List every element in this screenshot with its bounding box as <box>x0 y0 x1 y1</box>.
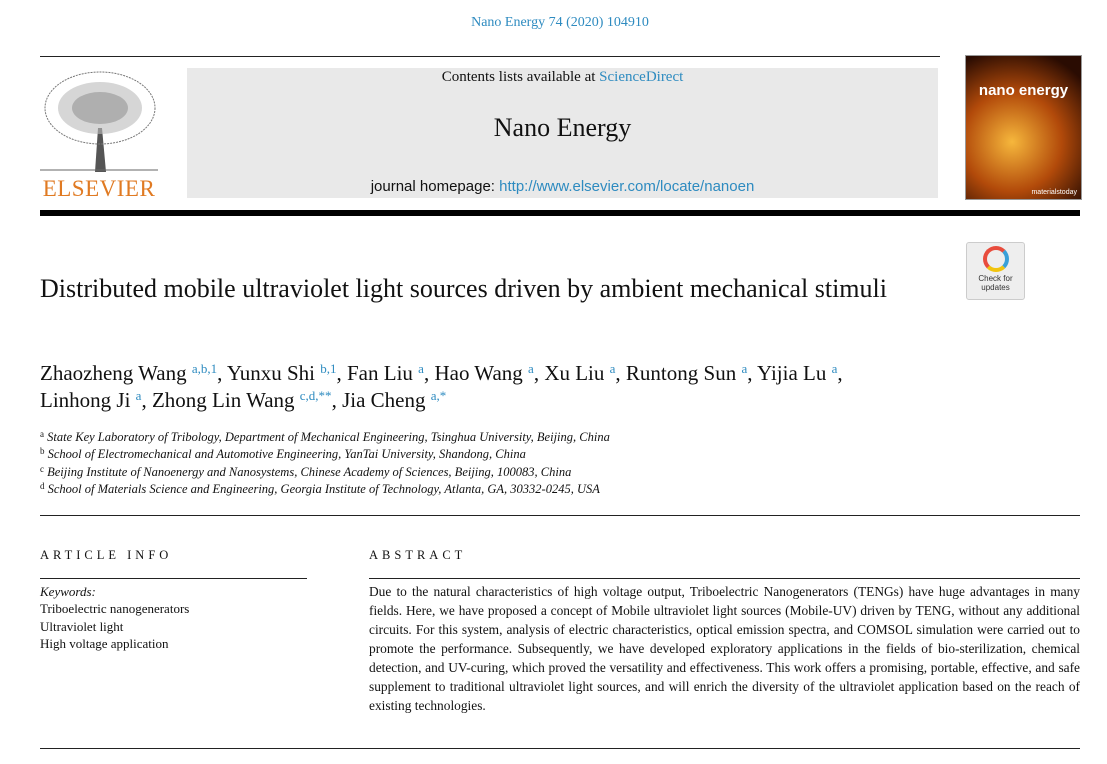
journal-cover[interactable]: nano energy materialstoday <box>965 55 1082 200</box>
affiliation-text: School of Materials Science and Engineer… <box>47 481 600 496</box>
tree-icon <box>40 71 158 172</box>
author[interactable]: Hao Wang a <box>434 361 533 385</box>
author-name: Fan Liu <box>347 361 413 385</box>
author-affiliation-marker[interactable]: c,d,** <box>299 388 332 403</box>
author-name: Zhaozheng Wang <box>40 361 187 385</box>
keyword: High voltage application <box>40 635 169 651</box>
author-affiliation-marker[interactable]: a <box>741 361 748 376</box>
affiliation-key: d <box>40 480 45 491</box>
author[interactable]: Xu Liu a <box>544 361 615 385</box>
author-name: Yijia Lu <box>756 361 827 385</box>
author[interactable]: Fan Liu a <box>347 361 424 385</box>
affiliation-text: State Key Laboratory of Tribology, Depar… <box>47 430 610 444</box>
author-name: Linhong Ji <box>40 388 131 412</box>
keyword: Ultraviolet light <box>40 618 124 634</box>
check-updates-icon <box>982 246 1009 272</box>
affiliation-key: a <box>40 429 44 439</box>
contents-text: Contents lists available at <box>441 69 600 85</box>
citation[interactable]: Nano Energy 74 (2020) 104910 <box>471 15 649 30</box>
author[interactable]: Yunxu Shi b,1 <box>227 361 337 385</box>
author[interactable]: Zhong Lin Wang c,d,** <box>152 388 332 412</box>
author-affiliation-marker[interactable]: a <box>831 361 838 376</box>
divider <box>40 578 307 579</box>
keywords: Keywords: Triboelectric nanogenerators U… <box>40 583 189 652</box>
affiliation-text: School of Electromechanical and Automoti… <box>47 447 526 462</box>
author[interactable]: Yijia Lu a <box>757 361 837 385</box>
divider <box>40 515 1080 516</box>
abstract-heading: ABSTRACT <box>369 548 467 562</box>
elsevier-logo[interactable]: ELSEVIER <box>40 68 158 202</box>
author-affiliation-marker[interactable]: a <box>418 361 424 376</box>
author[interactable]: Runtong Sun a <box>626 361 747 385</box>
author-affiliation-marker[interactable]: b,1 <box>320 361 337 376</box>
header-bar <box>40 210 1080 216</box>
cover-title: nano energy <box>978 82 1069 99</box>
homepage-link[interactable]: http://www.elsevier.com/locate/nanoen <box>499 178 755 195</box>
author-name: Zhong Lin Wang <box>151 388 295 412</box>
author-name: Hao Wang <box>434 361 523 385</box>
author-name: Jia Cheng <box>342 388 426 412</box>
journal-header: Contents lists available at ScienceDirec… <box>187 68 938 198</box>
cover-footer: materialstoday <box>1031 189 1077 196</box>
author-affiliation-marker[interactable]: a <box>609 361 616 376</box>
author-affiliation-marker[interactable]: a,* <box>430 388 447 403</box>
author-affiliation-marker[interactable]: a <box>528 361 534 376</box>
affiliation: b School of Electromechanical and Automo… <box>40 446 610 463</box>
article-info-heading: ARTICLE INFO <box>40 548 173 562</box>
affiliation-key: c <box>40 463 44 474</box>
keywords-label: Keywords: <box>40 584 96 599</box>
divider <box>369 578 1080 579</box>
author-affiliation-marker[interactable]: a <box>135 388 142 403</box>
article-title: Distributed mobile ultraviolet light sou… <box>40 274 887 303</box>
sciencedirect-link[interactable]: ScienceDirect <box>599 69 684 85</box>
homepage-label: journal homepage: <box>370 178 500 195</box>
publisher-name: ELSEVIER <box>42 176 156 201</box>
author-name: Yunxu Shi <box>226 361 315 385</box>
affiliation: d School of Materials Science and Engine… <box>40 481 610 498</box>
author-list: Zhaozheng Wang a,b,1, Yunxu Shi b,1, Fan… <box>40 361 843 412</box>
author-affiliation-marker[interactable]: a,b,1 <box>191 361 218 376</box>
abstract-text: Due to the natural characteristics of hi… <box>369 584 1080 713</box>
author-name: Xu Liu <box>544 361 605 385</box>
affiliation: a State Key Laboratory of Tribology, Dep… <box>40 429 610 446</box>
divider <box>40 748 1080 749</box>
check-for-updates-button[interactable]: Check for updates <box>966 242 1025 300</box>
affiliation-key: b <box>40 446 45 457</box>
author-name: Runtong Sun <box>625 361 737 385</box>
affiliation: c Beijing Institute of Nanoenergy and Na… <box>40 464 610 481</box>
divider <box>40 56 940 57</box>
journal-title: Nano Energy <box>493 113 632 142</box>
keyword: Triboelectric nanogenerators <box>40 601 190 617</box>
author[interactable]: Jia Cheng a,* <box>342 388 446 412</box>
check-updates-label: Check for updates <box>978 274 1013 292</box>
affiliation-text: Beijing Institute of Nanoenergy and Nano… <box>47 464 572 479</box>
affiliations: a State Key Laboratory of Tribology, Dep… <box>40 429 610 498</box>
author[interactable]: Zhaozheng Wang a,b,1 <box>40 361 217 385</box>
author[interactable]: Linhong Ji a <box>40 388 141 412</box>
